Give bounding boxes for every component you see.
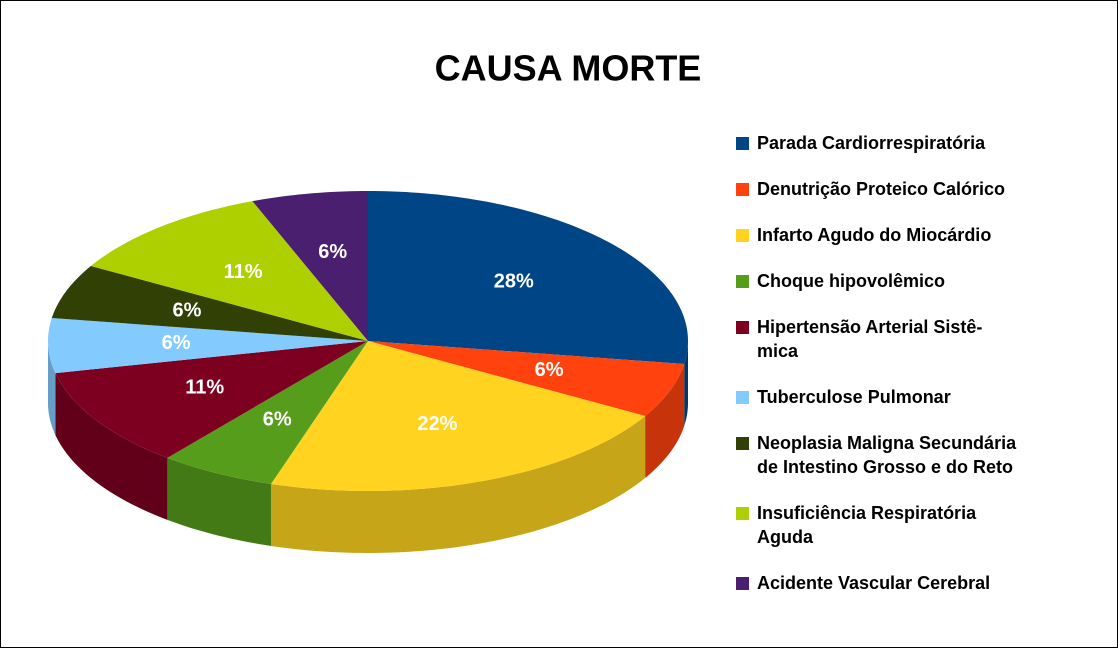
legend-swatch: [736, 577, 749, 590]
legend-swatch: [736, 183, 749, 196]
data-label: 6%: [318, 241, 347, 263]
legend-swatch: [736, 321, 749, 334]
legend-item: Neoplasia Maligna Secundária de Intestin…: [736, 431, 1106, 479]
data-label: 22%: [417, 413, 457, 435]
legend-swatch: [736, 507, 749, 520]
slice: [167, 341, 368, 484]
legend-swatch: [736, 275, 749, 288]
legend-swatch: [736, 391, 749, 404]
legend-label: Insuficiência Respiratória Aguda: [757, 503, 977, 547]
chart-title: CAUSA MORTE: [435, 48, 702, 89]
slice: [51, 266, 368, 341]
slice-side: [684, 341, 688, 427]
data-label: 28%: [494, 271, 534, 293]
legend-item: Acidente Vascular Cerebral: [736, 571, 1106, 595]
data-label: 6%: [263, 409, 292, 431]
data-label: 6%: [162, 332, 191, 354]
legend-label: Infarto Agudo do Miocárdio: [757, 225, 992, 245]
legend-label: Choque hipovolêmico: [757, 271, 946, 291]
legend-item: Denutrição Proteico Calórico: [736, 177, 1106, 201]
data-label: 6%: [535, 359, 564, 381]
legend-label: Hipertensão Arterial Sistê- mica: [757, 317, 983, 361]
slice: [48, 317, 368, 374]
slice: [252, 191, 368, 341]
legend-item: Infarto Agudo do Miocárdio: [736, 223, 1106, 247]
slice-side: [645, 364, 685, 478]
legend-label: Acidente Vascular Cerebral: [757, 573, 991, 593]
slice: [55, 341, 368, 458]
legend: Parada Cardiorrespiratória Denutrição Pro…: [736, 131, 1106, 617]
data-label: 11%: [224, 261, 263, 283]
slice: [368, 191, 688, 365]
slice: [368, 341, 685, 416]
slice: [270, 341, 646, 491]
legend-label: Neoplasia Maligna Secundária de Intestin…: [757, 433, 1017, 477]
legend-item: Insuficiência Respiratória Aguda: [736, 501, 1106, 549]
legend-swatch: [736, 137, 749, 150]
legend-label: Denutrição Proteico Calórico: [757, 179, 1006, 199]
legend-item: Choque hipovolêmico: [736, 269, 1106, 293]
legend-item: Tuberculose Pulmonar: [736, 385, 1106, 409]
slice-side: [167, 457, 271, 546]
legend-label: Parada Cardiorrespiratória: [757, 133, 986, 153]
legend-swatch: [736, 229, 749, 242]
slice: [90, 201, 368, 341]
legend-swatch: [736, 437, 749, 450]
legend-item: Parada Cardiorrespiratória: [736, 131, 1106, 155]
slice-side: [48, 341, 56, 436]
slice-side: [55, 373, 168, 520]
legend-item: Hipertensão Arterial Sistê- mica: [736, 315, 1106, 363]
data-label: 11%: [185, 377, 224, 399]
legend-label: Tuberculose Pulmonar: [757, 387, 951, 407]
slice-side: [270, 416, 646, 553]
data-label: 6%: [172, 299, 201, 321]
